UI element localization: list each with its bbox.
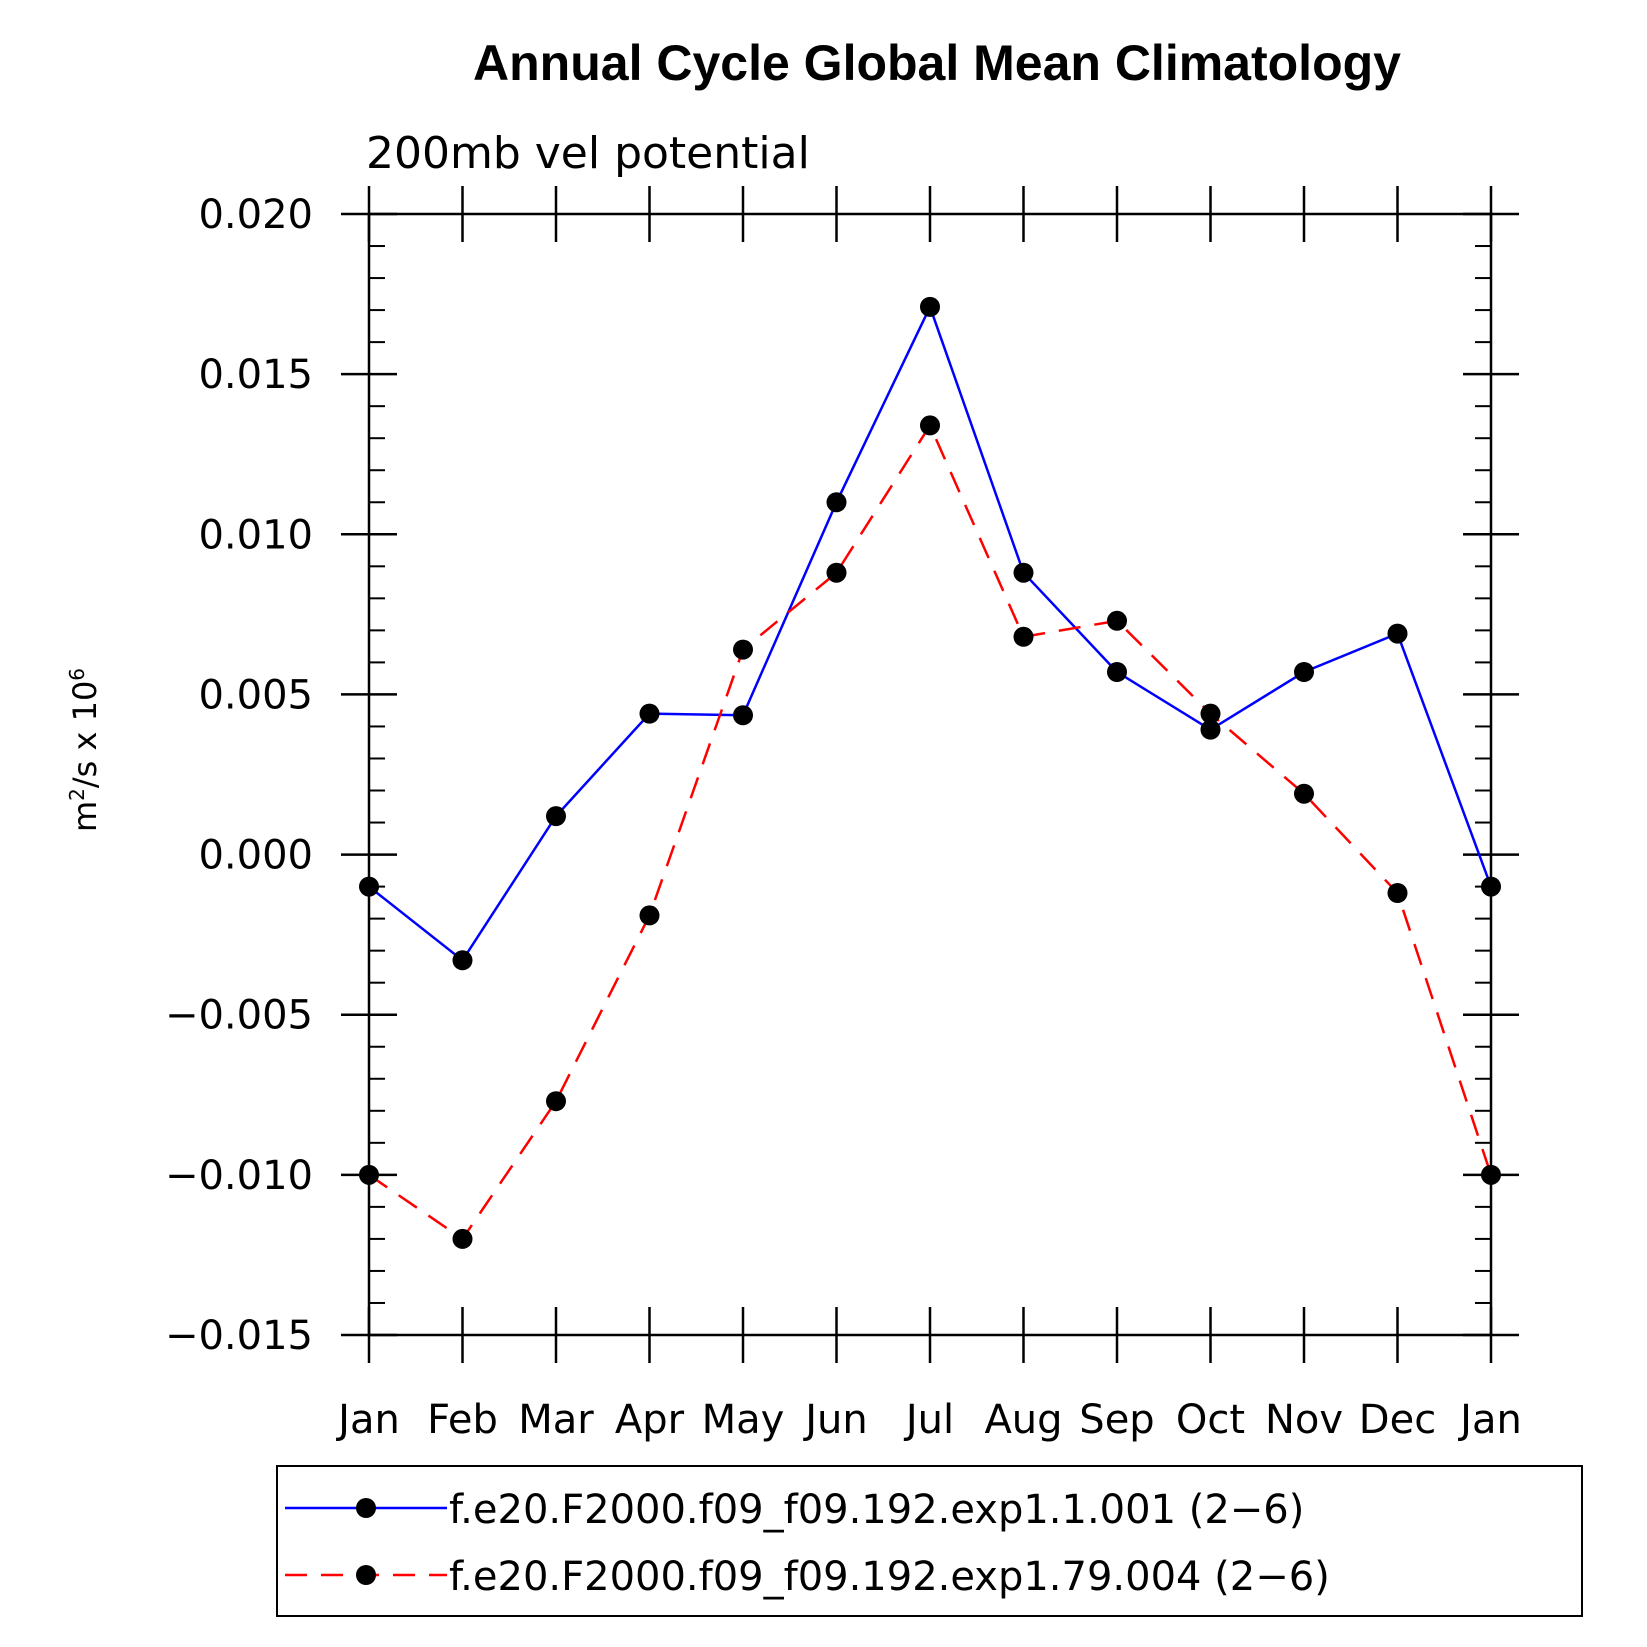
chart-subtitle: 200mb vel potential <box>366 128 810 179</box>
y-tick-labels: −0.015 −0.010 −0.005 0.000 0.005 0.010 0.015 0.… <box>165 192 313 1359</box>
y-tick-label: 0.015 <box>198 352 313 398</box>
series-1-point <box>1387 623 1408 644</box>
series-1-point <box>826 492 847 513</box>
series-2-point <box>639 905 660 926</box>
series-2-point <box>1107 610 1127 631</box>
y-label-mid: /s x 10 <box>66 681 104 788</box>
y-axis-label: m2/s x 106 <box>65 668 104 832</box>
series-2-point <box>1200 703 1221 724</box>
y-tick-label: 0.005 <box>198 672 313 718</box>
series-1-point <box>359 876 379 897</box>
legend-marker-series-2 <box>356 1565 376 1585</box>
series-lines <box>368 303 1493 1241</box>
x-tick-label: Mar <box>518 1397 594 1443</box>
series-2-point <box>826 562 847 583</box>
x-tick-label: Jan <box>1457 1397 1522 1443</box>
legend-marker-series-1 <box>356 1498 376 1518</box>
series-1-point <box>733 705 753 726</box>
axis-ticks <box>341 186 1519 1363</box>
series-1-point <box>546 806 566 827</box>
series-2-point <box>733 639 753 660</box>
series-2-point <box>1481 1164 1501 1185</box>
series-1-point <box>920 296 940 317</box>
y-tick-label: 0.010 <box>198 512 313 558</box>
x-tick-label: Apr <box>615 1397 685 1443</box>
legend-label-series-2: f.e20.F2000.f09_f09.192.exp1.79.004 (2−6… <box>449 1554 1330 1600</box>
x-tick-label: May <box>702 1397 785 1443</box>
x-tick-label: Jun <box>802 1397 868 1443</box>
y-tick-label: −0.005 <box>165 993 313 1039</box>
series-2-point <box>1013 626 1034 647</box>
y-tick-label: 0.020 <box>198 192 313 238</box>
series-2-point <box>546 1091 566 1112</box>
x-tick-label: Aug <box>984 1397 1062 1443</box>
series-1-point <box>452 950 473 971</box>
legend-label-series-1: f.e20.F2000.f09_f09.192.exp1.1.001 (2−6) <box>449 1487 1304 1533</box>
series-line-2 <box>368 422 1493 1241</box>
series-points <box>359 296 1501 1249</box>
x-tick-labels: Jan Feb Mar Apr May Jun Jul Aug Sep Oct Nov Dec Jan <box>335 1397 1522 1443</box>
series-2-point <box>359 1164 379 1185</box>
x-tick-label: Dec <box>1359 1397 1436 1443</box>
y-tick-label: −0.010 <box>165 1153 313 1199</box>
plot-frame <box>367 212 1493 1337</box>
x-tick-label: Nov <box>1265 1397 1343 1443</box>
y-label-exp2: 6 <box>65 668 89 681</box>
series-2-point <box>1387 883 1408 904</box>
y-tick-label: −0.015 <box>165 1313 313 1359</box>
x-tick-label: Sep <box>1079 1397 1154 1443</box>
y-label-exp1: 2 <box>65 788 89 801</box>
x-tick-label: Feb <box>427 1397 498 1443</box>
series-1-point <box>1200 719 1221 740</box>
series-2-point <box>452 1228 473 1249</box>
series-line-1 <box>368 303 1493 963</box>
x-tick-label: Jul <box>903 1397 954 1443</box>
legend: f.e20.F2000.f09_f09.192.exp1.1.001 (2−6)… <box>276 1465 1583 1617</box>
series-1-point <box>1481 876 1501 897</box>
y-tick-label: 0.000 <box>198 833 313 879</box>
series-1-point <box>1013 562 1034 583</box>
chart-title: Annual Cycle Global Mean Climatology <box>473 35 1401 91</box>
series-1-point <box>639 703 660 724</box>
x-tick-label: Jan <box>335 1397 400 1443</box>
series-2-point <box>920 415 940 436</box>
legend-box <box>276 1465 1583 1617</box>
x-tick-label: Oct <box>1176 1397 1245 1443</box>
series-1-point <box>1107 662 1127 683</box>
series-2-point <box>1294 783 1314 804</box>
series-1-point <box>1294 662 1314 683</box>
y-label-base: m <box>66 801 104 832</box>
svg-text:m2/s x 106: m2/s x 106 <box>65 668 104 832</box>
